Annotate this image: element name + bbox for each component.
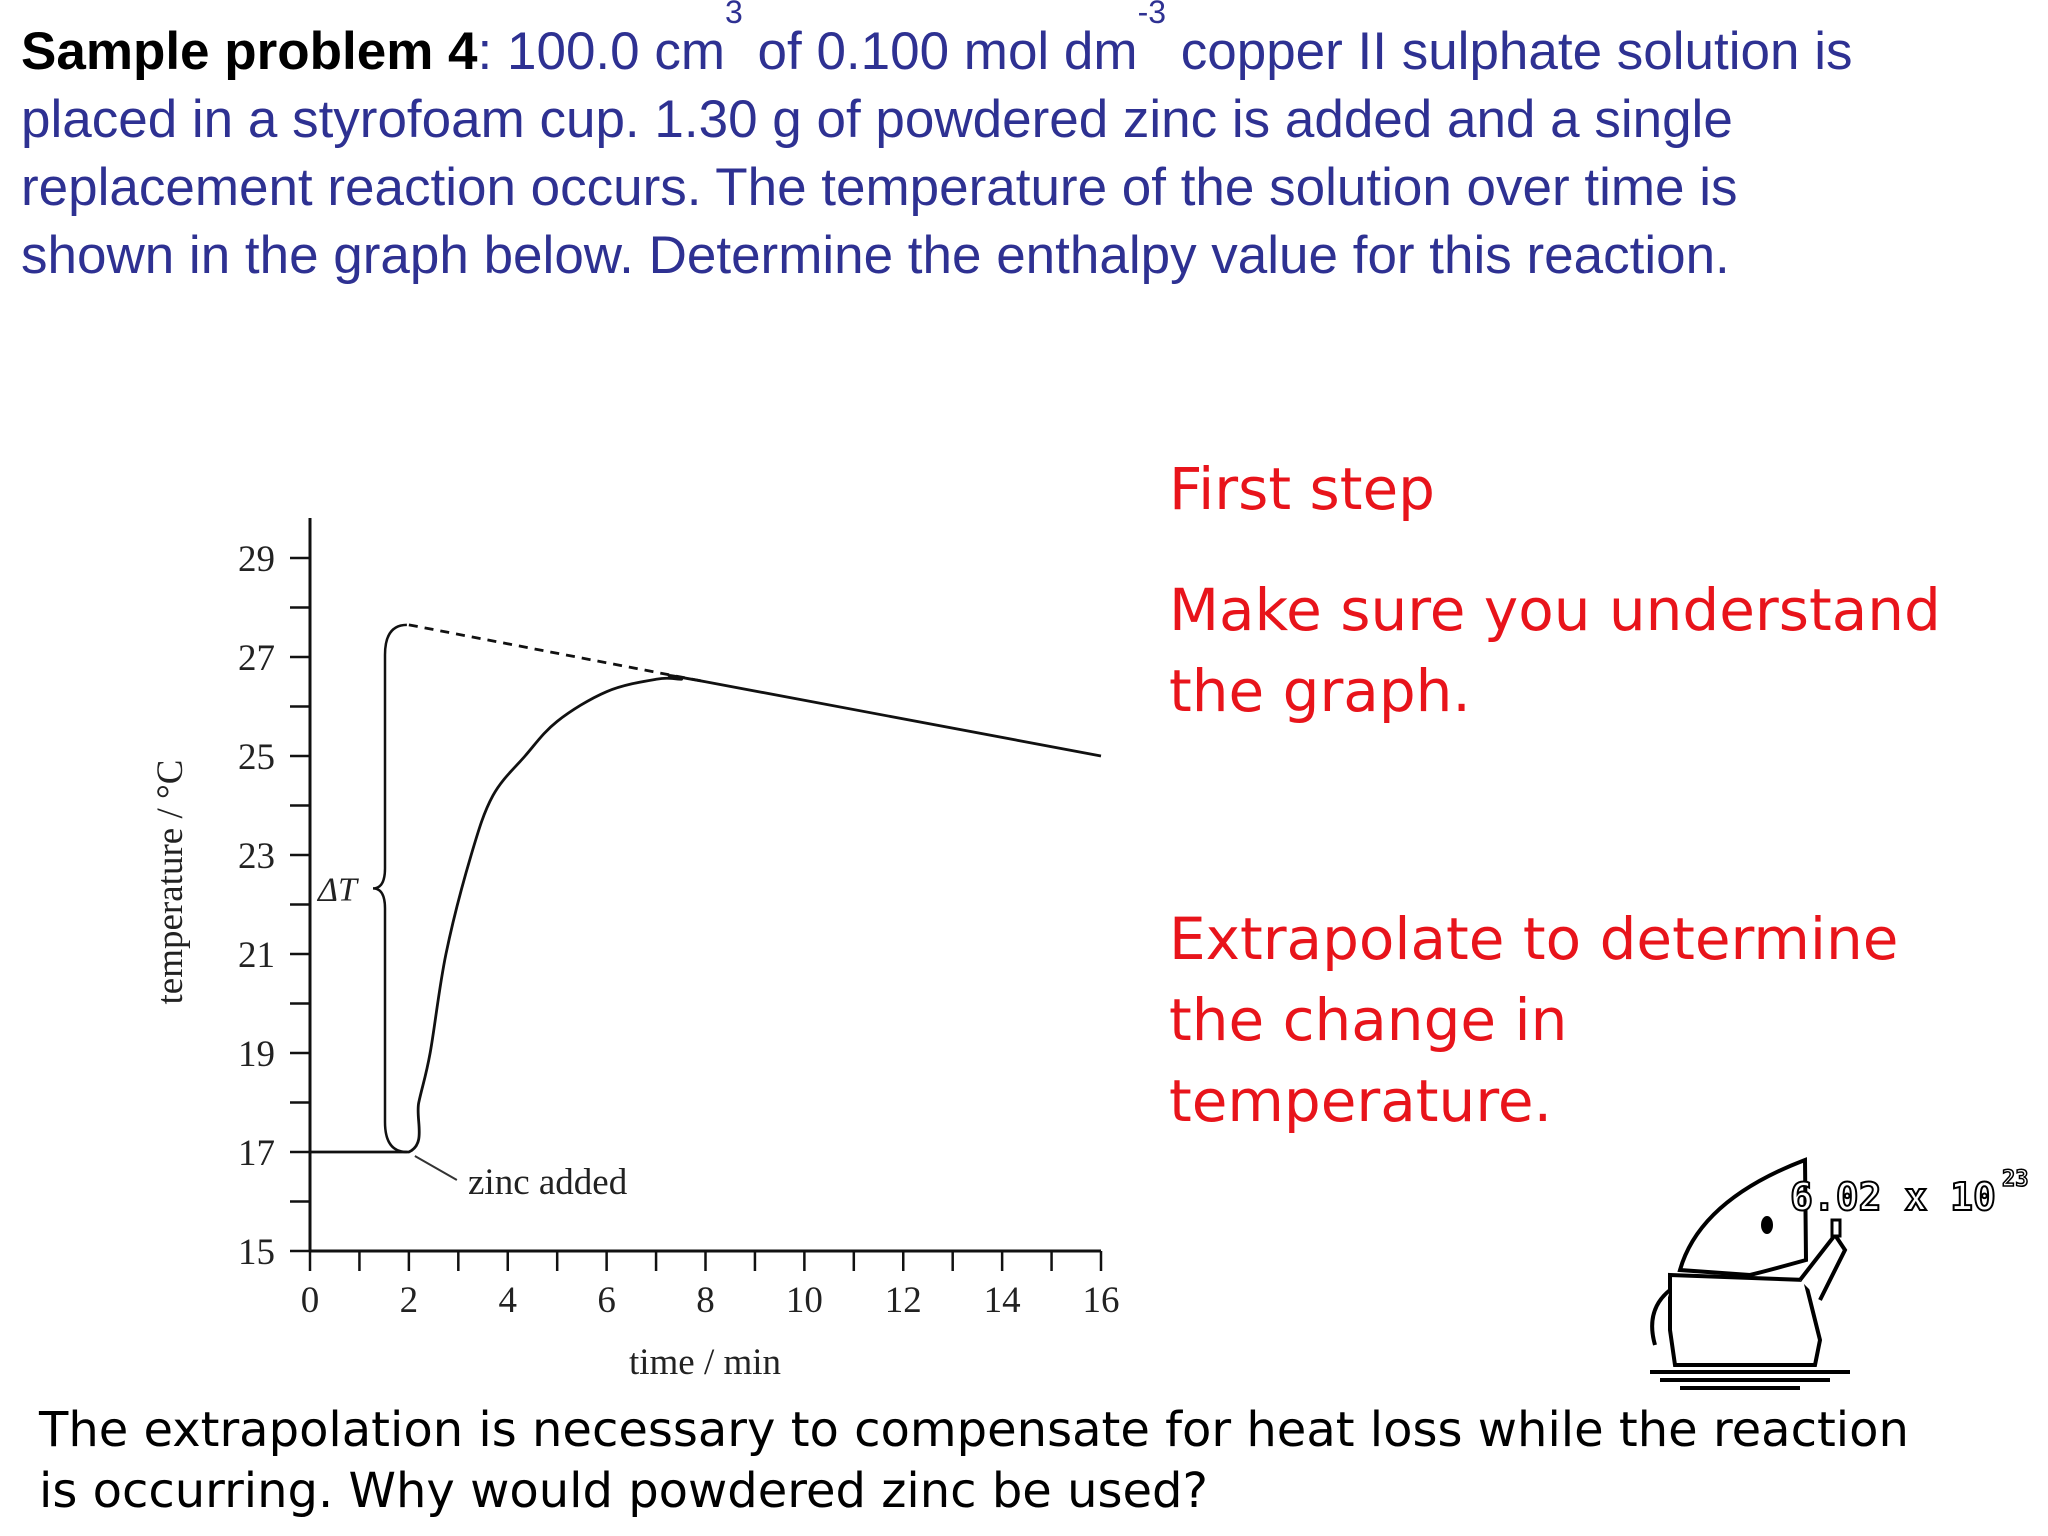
understand-note: Make sure you understand the graph. (1169, 570, 1941, 732)
mole-coat (1668, 1272, 1823, 1367)
solution-text: copper II sulphate solution is (1166, 22, 1853, 81)
y-tick-label: 21 (238, 935, 275, 976)
delta-t-label: ΔT (316, 871, 359, 908)
temperature-curve (310, 674, 1102, 1154)
problem-label: Sample problem 4 (21, 22, 478, 81)
problem-line-2: placed in a styrofoam cup. 1.30 g of pow… (21, 90, 1733, 149)
y-tick-label: 23 (238, 836, 275, 877)
x-axis-label: time / min (629, 1342, 781, 1383)
y-tick-label: 29 (238, 539, 275, 580)
superscript-minus-3: -3 (1137, 0, 1167, 30)
x-tick-label: 8 (696, 1280, 715, 1321)
zinc-added-label: zinc added (468, 1162, 628, 1203)
chalk-icon (1830, 1218, 1842, 1238)
extrapolate-note: Extrapolate to determine the change in t… (1169, 899, 1898, 1142)
colon: : (477, 22, 493, 81)
extrapolation-line (408, 623, 706, 684)
x-tick-label: 12 (885, 1280, 922, 1321)
concentration-text: of 0.100 mol dm (742, 22, 1138, 81)
x-tick-label: 14 (984, 1280, 1021, 1321)
x-tick-label: 2 (400, 1280, 419, 1321)
delta-t-brace (372, 623, 407, 1154)
y-axis-label: temperature / °C (150, 760, 191, 1005)
mole-eye (1761, 1216, 1773, 1234)
temperature-time-chart: 15 17 19 21 23 25 27 29 0 2 4 6 8 10 12 14 16 time / min t… (150, 518, 1120, 1383)
footer-line-1: The extrapolation is necessary to compen… (39, 1402, 1909, 1458)
problem-line-1: Sample problem 4: 100.0 cm3 of 0.100 mol… (21, 0, 1853, 86)
extrapolate-line-3: temperature. (1169, 1067, 1553, 1135)
avogadro-text: 6.02 x 10 (1790, 1175, 1996, 1219)
mole-arm (1798, 1231, 1848, 1301)
volume-text: 100.0 cm (492, 22, 725, 81)
footer-line-2: is occurring. Why would powdered zinc be… (39, 1463, 1208, 1519)
extrapolate-line-1: Extrapolate to determine (1169, 905, 1899, 973)
y-tick-label: 17 (238, 1133, 275, 1174)
y-tick-label: 19 (238, 1034, 275, 1075)
x-tick-label: 16 (1083, 1280, 1120, 1321)
extrapolate-line-2: the change in (1169, 986, 1568, 1054)
x-tick-label: 10 (786, 1280, 823, 1321)
mole-head (1677, 1157, 1809, 1278)
problem-line-3: replacement reaction occurs. The tempera… (21, 158, 1738, 217)
understand-line-2: the graph. (1169, 657, 1471, 725)
ground-lines (1650, 1370, 1850, 1390)
first-step-heading: First step (1169, 455, 1435, 523)
superscript-3: 3 (725, 0, 743, 30)
understand-line-1: Make sure you understand (1169, 576, 1941, 644)
x-tick-label: 6 (597, 1280, 616, 1321)
x-tick-label: 0 (301, 1280, 320, 1321)
footer-text: The extrapolation is necessary to compen… (39, 1400, 1909, 1522)
y-tick-label: 27 (238, 638, 275, 679)
mole-cartoon: 6.02 x 10 23 (1650, 1157, 2029, 1390)
y-tick-label: 25 (238, 737, 275, 778)
avogadro-exponent: 23 (2002, 1167, 2029, 1192)
problem-line-4: shown in the graph below. Determine the … (21, 226, 1730, 285)
x-tick-label: 4 (499, 1280, 518, 1321)
zinc-added-leader (414, 1155, 458, 1181)
mole-back-arm (1650, 1288, 1672, 1346)
y-tick-label: 15 (238, 1232, 275, 1273)
problem-statement: Sample problem 4: 100.0 cm3 of 0.100 mol… (21, 0, 1853, 290)
